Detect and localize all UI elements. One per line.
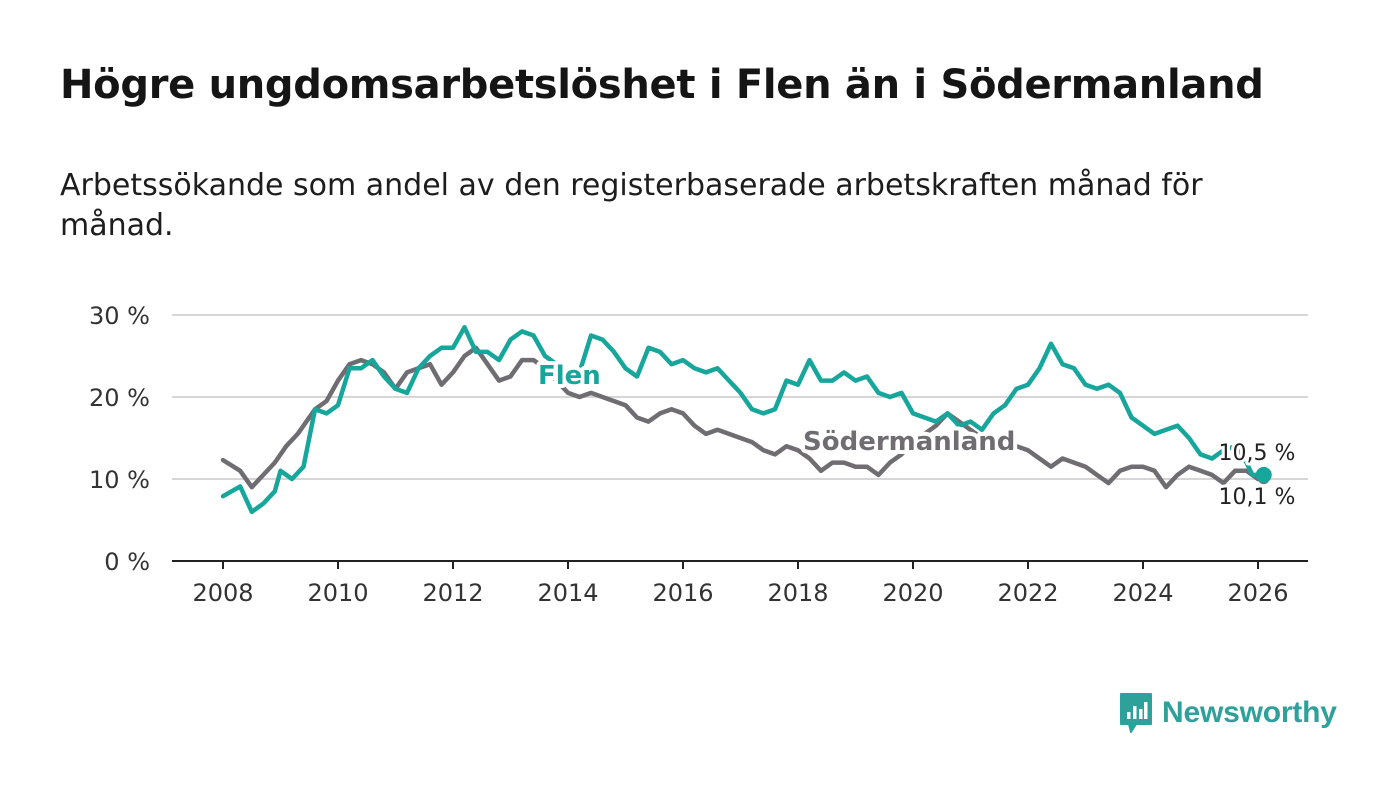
newsworthy-logo: Newsworthy — [1118, 690, 1337, 736]
y-tick-label: 30 % — [89, 302, 150, 330]
y-tick-label: 0 % — [104, 548, 150, 576]
end-label-sodermanland-halo: 10,1 % — [1219, 485, 1296, 510]
x-tick-label: 2018 — [767, 579, 828, 607]
y-tick-label: 20 % — [89, 384, 150, 412]
series-line-flen — [220, 325, 1266, 515]
x-tick-label: 2010 — [307, 579, 368, 607]
x-tick-label: 2020 — [882, 579, 943, 607]
series-label-flen: Flen — [538, 361, 601, 391]
series-line-sodermanland — [220, 345, 1266, 490]
x-tick-label: 2024 — [1112, 579, 1173, 607]
x-tick-label: 2026 — [1227, 579, 1288, 607]
x-tick-label: 2014 — [537, 579, 598, 607]
x-tick-label: 2012 — [422, 579, 483, 607]
series-label-sodermanland: Södermanland — [803, 427, 1015, 457]
x-tick-label: 2008 — [192, 579, 253, 607]
end-label-flen: 10,5 % — [1219, 441, 1296, 466]
x-tick-label: 2016 — [652, 579, 713, 607]
x-tick-label: 2022 — [997, 579, 1058, 607]
series-label-flen-halo: Flen — [538, 361, 601, 391]
end-marker-flen — [1255, 466, 1272, 483]
chart-subtitle: Arbetssökande som andel av den registerb… — [60, 168, 1203, 243]
newsworthy-logo-icon — [1120, 693, 1152, 733]
y-tick-label: 10 % — [89, 466, 150, 494]
end-label-sodermanland: 10,1 % — [1219, 485, 1296, 510]
chart-title: Högre ungdomsarbetslöshet i Flen än i Sö… — [60, 62, 1264, 108]
end-label-flen-halo: 10,5 % — [1219, 441, 1296, 466]
newsworthy-logo-text: Newsworthy — [1162, 696, 1337, 729]
series-label-sodermanland-halo: Södermanland — [803, 427, 1015, 457]
